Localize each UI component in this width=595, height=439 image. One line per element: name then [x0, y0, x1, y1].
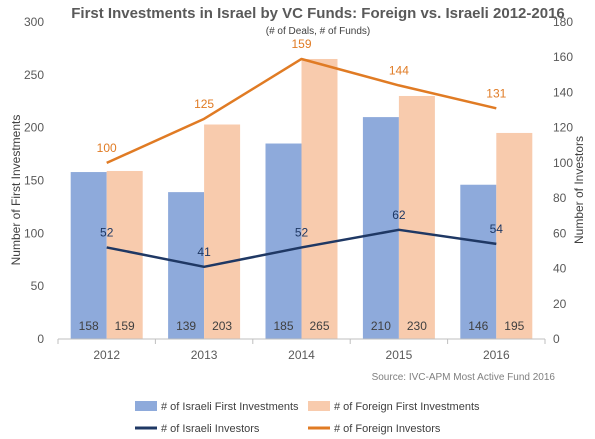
line-value-label: 159	[291, 37, 311, 51]
bar	[460, 184, 497, 339]
y-tick-label: 300	[24, 15, 44, 29]
y2-tick-label: 0	[553, 332, 560, 346]
right-axis-ticks: 0 20 40 60 80 100 120 140 160 180	[553, 15, 573, 346]
legend-label: # of Foreign First Investments	[334, 401, 480, 413]
bar	[265, 143, 302, 339]
legend-swatch	[308, 401, 330, 411]
y2-tick-label: 60	[553, 226, 567, 240]
bar	[362, 117, 399, 339]
line-value-label: 52	[295, 225, 309, 239]
y-tick-label: 250	[24, 68, 44, 82]
line-value-label: 125	[194, 97, 214, 111]
legend-label: # of Foreign Investors	[334, 423, 441, 435]
line-value-label: 54	[490, 222, 504, 236]
source-note: Source: IVC-APM Most Active Fund 2016	[372, 372, 556, 383]
bar-value-label: 139	[176, 319, 196, 333]
y2-tick-label: 20	[553, 297, 567, 311]
x-tick-label: 2014	[288, 348, 315, 362]
bar	[70, 172, 107, 339]
y-tick-label: 200	[24, 121, 44, 135]
chart-subtitle: (# of Deals, # of Funds)	[266, 26, 371, 37]
y-tick-label: 0	[37, 332, 44, 346]
y-tick-label: 100	[24, 226, 44, 240]
bar-value-label: 185	[273, 319, 293, 333]
x-tick-label: 2015	[386, 348, 413, 362]
bar-value-label: 146	[468, 319, 488, 333]
bar-value-label: 195	[504, 319, 524, 333]
legend-swatch	[135, 401, 157, 411]
bar	[204, 124, 241, 339]
series-line	[106, 57, 497, 165]
bar	[106, 170, 143, 339]
y2-tick-label: 180	[553, 15, 573, 29]
x-tick-label: 2013	[191, 348, 218, 362]
bar-value-label: 265	[309, 319, 329, 333]
y2-tick-label: 40	[553, 262, 567, 276]
legend-label: # of Israeli First Investments	[161, 401, 299, 413]
x-tick-label: 2016	[483, 348, 510, 362]
y2-tick-label: 120	[553, 121, 573, 135]
x-axis-ticks: 2012 2013 2014 2015 2016	[57, 339, 546, 362]
legend-label: # of Israeli Investors	[161, 423, 260, 435]
bar-value-label: 159	[115, 319, 135, 333]
bar	[398, 95, 435, 339]
chart-title: First Investments in Israel by VC Funds:…	[71, 5, 565, 22]
line-value-label: 52	[100, 225, 114, 239]
line-value-label: 100	[97, 141, 117, 155]
series-line	[106, 228, 497, 269]
bar	[301, 58, 338, 339]
y2-tick-label: 100	[553, 156, 573, 170]
line-value-label: 131	[486, 86, 506, 100]
bar-value-label: 158	[79, 319, 99, 333]
line-value-label: 144	[389, 63, 409, 77]
bar-value-label: 210	[371, 319, 391, 333]
legend: # of Israeli First Investments # of Forei…	[135, 401, 480, 435]
left-axis-label: Number of First Investments	[9, 115, 23, 266]
line-value-label: 41	[197, 245, 211, 259]
right-axis-label: Number of Investors	[572, 136, 586, 244]
bar-series: 158 159 139 203 185 265 210 230 146 195	[70, 58, 533, 339]
bar-value-label: 203	[212, 319, 232, 333]
y-tick-label: 50	[31, 279, 45, 293]
line-series: 52 41 52 62 54 100 125 159 144 131	[97, 37, 507, 269]
bar-value-label: 230	[407, 319, 427, 333]
x-tick-label: 2012	[93, 348, 120, 362]
y-tick-label: 150	[24, 174, 44, 188]
left-axis-ticks: 0 50 100 150 200 250 300	[24, 15, 44, 346]
line-value-label: 62	[392, 208, 406, 222]
bar	[496, 132, 533, 339]
y2-tick-label: 160	[553, 50, 573, 64]
y2-tick-label: 80	[553, 191, 567, 205]
y2-tick-label: 140	[553, 85, 573, 99]
